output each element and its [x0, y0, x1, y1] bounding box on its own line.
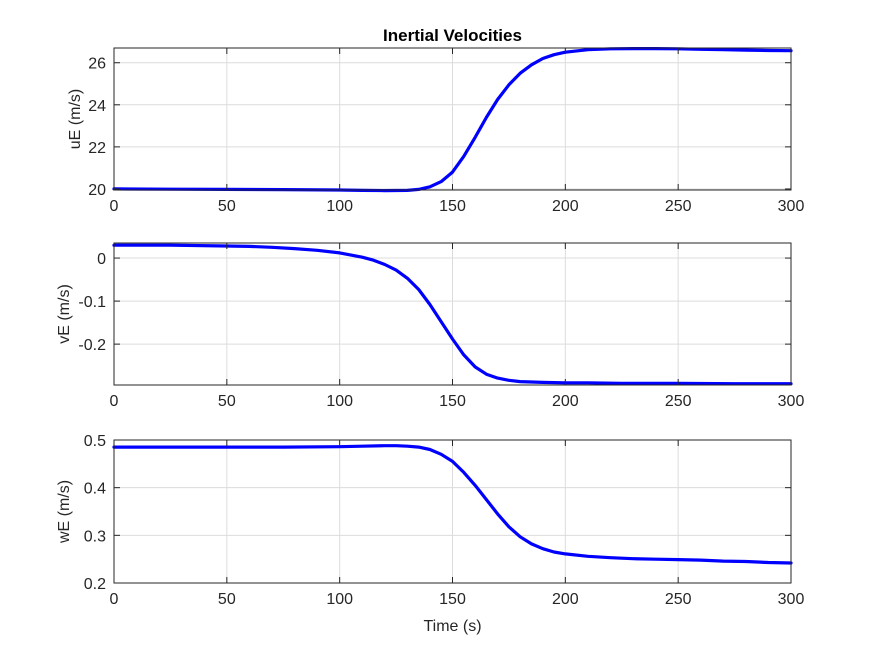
x-tick-label: 50 — [218, 198, 236, 215]
y-tick-label: 0.3 — [84, 528, 106, 545]
x-tick-label: 150 — [439, 198, 466, 215]
x-tick-label: 300 — [778, 198, 805, 215]
x-tick-label: 300 — [778, 393, 805, 410]
x-tick-label: 300 — [778, 591, 805, 608]
y-tick-label: -0.2 — [78, 337, 106, 354]
x-tick-label: 250 — [665, 198, 692, 215]
subplot-ve: 0 50 100 150 200 250 300 0 -0.1 -0.2 vE (m/s) — [56, 242, 805, 410]
x-tick-label: 200 — [552, 591, 579, 608]
y-tick-label: 0.5 — [84, 433, 106, 450]
subplot-we: 0 50 100 150 200 250 300 0.2 0.3 0.4 0.5 wE (m/s) — [56, 433, 804, 608]
y-axis-label-ue: uE (m/s) — [67, 89, 84, 149]
x-tick-label: 150 — [439, 393, 466, 410]
chart-title: Inertial Velocities — [383, 26, 522, 45]
y-tick-label: 26 — [88, 56, 106, 73]
y-axis-label-we: wE (m/s) — [56, 480, 73, 544]
series-line-we — [112, 444, 793, 565]
x-tick-label: 100 — [326, 393, 353, 410]
x-tick-label: 0 — [110, 393, 119, 410]
y-tick-label: 0.4 — [84, 481, 106, 498]
x-tick-label: 250 — [665, 591, 692, 608]
x-tick-label: 250 — [665, 393, 692, 410]
y-tick-label: -0.1 — [78, 294, 106, 311]
y-tick-label: 20 — [88, 182, 106, 199]
x-tick-label: 150 — [439, 591, 466, 608]
x-tick-label: 0 — [110, 591, 119, 608]
x-tick-label: 100 — [326, 198, 353, 215]
x-axis-label: Time (s) — [423, 618, 481, 635]
x-tick-label: 50 — [218, 393, 236, 410]
y-tick-label: 22 — [88, 140, 106, 157]
x-tick-label: 200 — [552, 198, 579, 215]
x-tick-label: 50 — [218, 591, 236, 608]
y-axis-label-ve: vE (m/s) — [56, 284, 73, 344]
y-tick-label: 0.2 — [84, 576, 106, 593]
y-tick-label: 0 — [97, 251, 106, 268]
y-tick-label: 24 — [88, 98, 106, 115]
x-tick-label: 200 — [552, 393, 579, 410]
x-tick-label: 0 — [110, 198, 119, 215]
x-tick-label: 100 — [326, 591, 353, 608]
